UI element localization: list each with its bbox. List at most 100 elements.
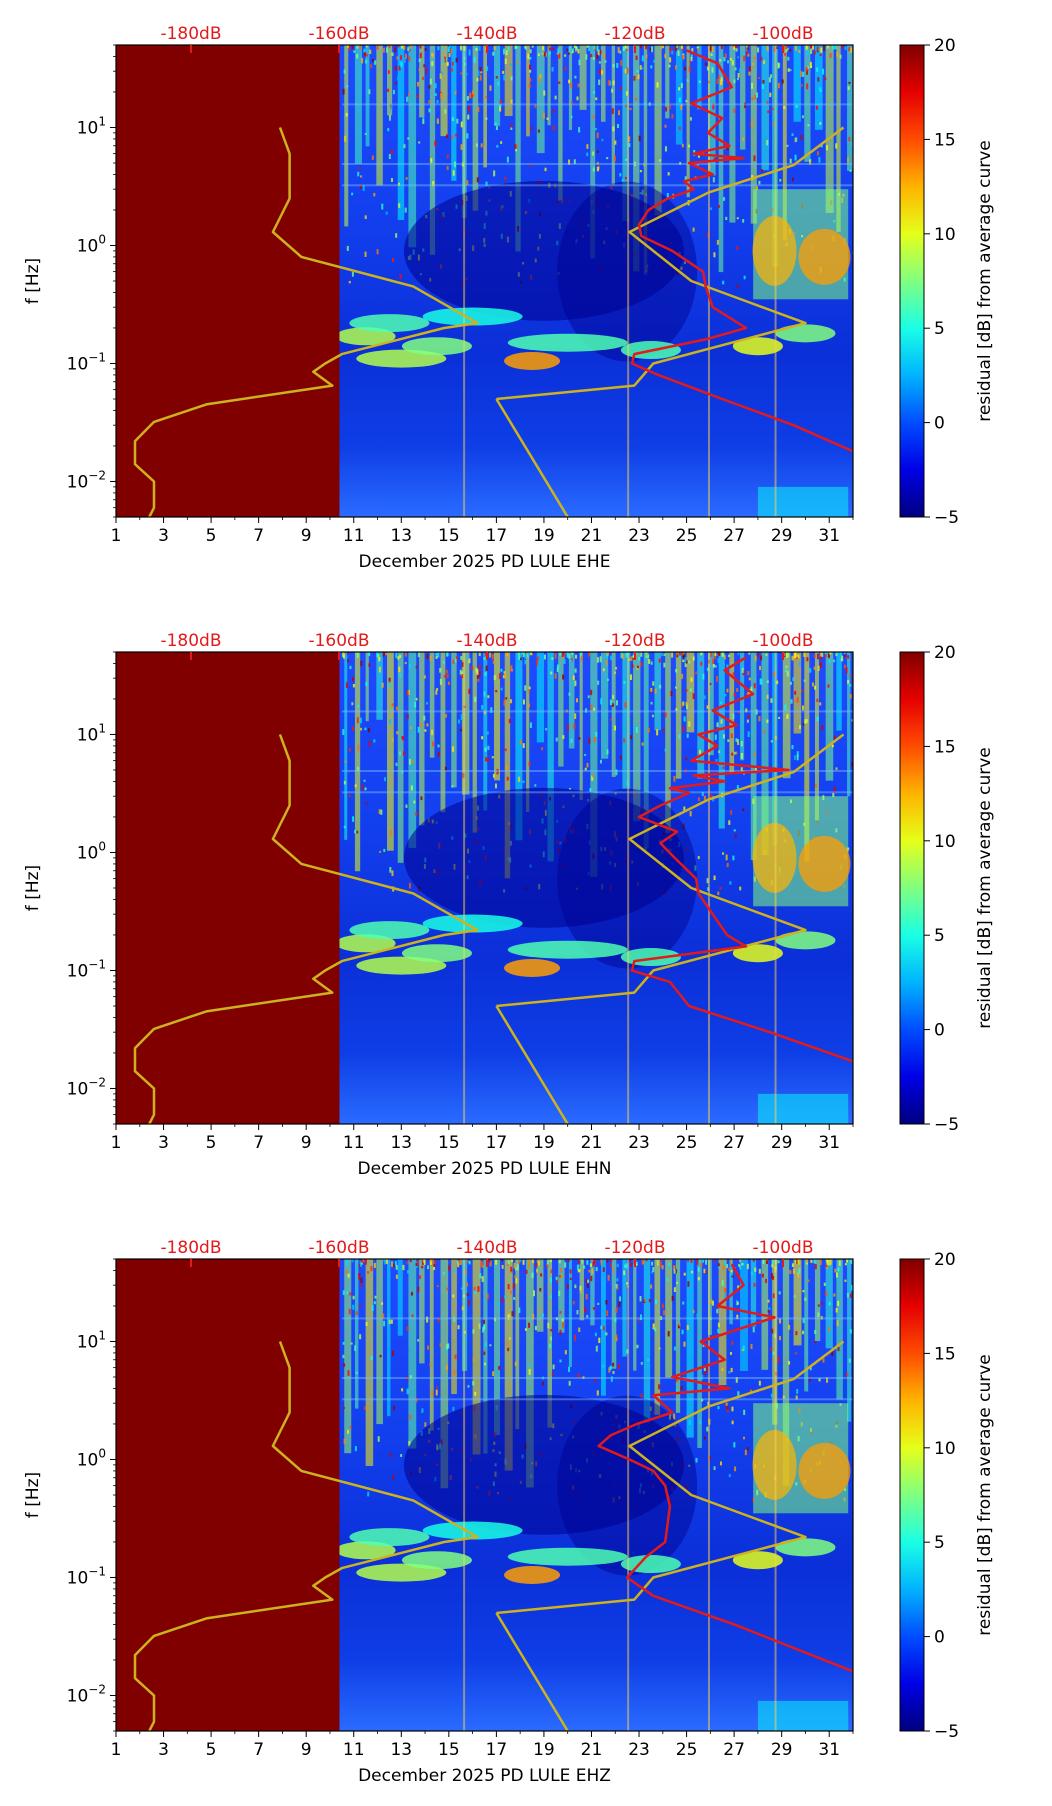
x-tick-label: 7 xyxy=(253,1740,264,1760)
y-tick-label: 10−2 xyxy=(67,1075,106,1099)
x-tick-label: 29 xyxy=(771,1740,793,1760)
colorbar-tick-label: 15 xyxy=(934,130,956,150)
db-scale-label: -180dB xyxy=(160,631,221,651)
db-scale-label: -140dB xyxy=(456,1238,517,1258)
x-tick-label: 15 xyxy=(438,526,460,546)
colorbar-tick-label: 20 xyxy=(934,36,956,56)
x-tick-label: 9 xyxy=(301,1740,312,1760)
colorbar-tick-label: 5 xyxy=(934,1533,945,1553)
y-tick-label: 101 xyxy=(77,114,106,138)
y-tick-label: 10−1 xyxy=(67,1564,106,1588)
x-tick-label: 27 xyxy=(723,526,745,546)
x-tick-label: 7 xyxy=(253,526,264,546)
x-tick-label: 21 xyxy=(581,526,603,546)
colorbar-label: residual [dB] from average curve xyxy=(975,1354,995,1635)
x-tick-label: 23 xyxy=(628,1740,650,1760)
x-tick-label: 9 xyxy=(301,1133,312,1153)
x-tick-label: 9 xyxy=(301,526,312,546)
db-scale-label: -140dB xyxy=(456,24,517,44)
db-scale-label: -120dB xyxy=(604,631,665,651)
x-tick-label: 1 xyxy=(111,1740,122,1760)
colorbar-tick-label: 20 xyxy=(934,643,956,663)
x-tick-label: 21 xyxy=(581,1740,603,1760)
db-scale-label: -120dB xyxy=(604,24,665,44)
x-tick-label: 11 xyxy=(343,526,365,546)
x-tick-label: 15 xyxy=(438,1740,460,1760)
colorbar: 20 15 10 5 0 −5 residual [dB] from average cur… xyxy=(899,36,995,528)
colorbar: 20 15 10 5 0 −5 residual [dB] from average cur… xyxy=(899,643,995,1135)
x-tick-label: 27 xyxy=(723,1133,745,1153)
noise-curve xyxy=(630,49,853,453)
db-scale-label: -180dB xyxy=(160,24,221,44)
spectrogram-panel: 1 3 5 7 9 11 13 15 17 19 21 23 25 27 29 3110−210−110010… xyxy=(23,1238,995,1786)
x-tick-label: 31 xyxy=(818,1133,840,1153)
colorbar-label: residual [dB] from average curve xyxy=(975,747,995,1028)
colorbar-tick-label: 5 xyxy=(934,319,945,339)
colorbar-tick-label: −5 xyxy=(934,1722,959,1742)
noise-curve xyxy=(133,127,479,517)
db-scale-label: -100dB xyxy=(752,1238,813,1258)
colorbar-label: residual [dB] from average curve xyxy=(975,140,995,421)
x-tick-label: 21 xyxy=(581,1133,603,1153)
x-tick-label: 29 xyxy=(771,1133,793,1153)
x-tick-label: 7 xyxy=(253,1133,264,1153)
x-tick-label: 3 xyxy=(158,1133,169,1153)
y-tick-label: 101 xyxy=(77,721,106,745)
x-axis-label: December 2025 PD LULE EHZ xyxy=(358,1766,611,1786)
no-data-region xyxy=(116,1259,340,1731)
spectrogram-panel: 1 3 5 7 9 11 13 15 17 19 21 23 25 27 29 3110−210−110010… xyxy=(23,24,995,572)
colorbar: 20 15 10 5 0 −5 residual [dB] from average cur… xyxy=(899,1250,995,1742)
db-scale-label: -120dB xyxy=(604,1238,665,1258)
x-tick-label: 17 xyxy=(486,526,508,546)
db-scale-label: -140dB xyxy=(456,631,517,651)
x-tick-label: 15 xyxy=(438,1133,460,1153)
colorbar-tick-label: 0 xyxy=(934,1628,945,1648)
db-scale-label: -160dB xyxy=(308,24,369,44)
x-tick-label: 13 xyxy=(390,1740,412,1760)
x-tick-label: 11 xyxy=(343,1133,365,1153)
y-axis-label: f [Hz] xyxy=(23,258,43,304)
x-tick-label: 3 xyxy=(158,1740,169,1760)
x-tick-label: 25 xyxy=(676,526,698,546)
y-tick-label: 10−2 xyxy=(67,1682,106,1706)
db-scale-label: -100dB xyxy=(752,631,813,651)
x-tick-label: 13 xyxy=(390,526,412,546)
noise-curve xyxy=(495,1612,569,1731)
x-tick-label: 19 xyxy=(533,526,555,546)
x-tick-label: 27 xyxy=(723,1740,745,1760)
heatmap xyxy=(116,45,853,517)
db-scale-label: -100dB xyxy=(752,24,813,44)
x-axis-label: December 2025 PD LULE EHN xyxy=(358,1159,612,1179)
spectrogram-panel: 1 3 5 7 9 11 13 15 17 19 21 23 25 27 29 3110−210−110010… xyxy=(23,631,995,1179)
heatmap xyxy=(116,1259,853,1731)
colorbar-tick-label: 5 xyxy=(934,926,945,946)
colorbar-tick-label: −5 xyxy=(934,508,959,528)
y-tick-label: 100 xyxy=(77,232,106,256)
db-scale-label: -160dB xyxy=(308,1238,369,1258)
noise-curve xyxy=(496,126,845,401)
colorbar-tick-label: 20 xyxy=(934,1250,956,1270)
x-tick-label: 13 xyxy=(390,1133,412,1153)
x-tick-label: 3 xyxy=(158,526,169,546)
noise-curve xyxy=(133,734,479,1124)
x-tick-label: 1 xyxy=(111,1133,122,1153)
colorbar-tick-label: −5 xyxy=(934,1115,959,1135)
x-tick-label: 25 xyxy=(676,1133,698,1153)
y-tick-label: 100 xyxy=(77,839,106,863)
x-tick-label: 5 xyxy=(206,1133,217,1153)
noise-curve xyxy=(495,1005,569,1124)
db-scale-label: -180dB xyxy=(160,1238,221,1258)
x-tick-label: 11 xyxy=(343,1740,365,1760)
noise-curve xyxy=(496,1340,845,1615)
x-tick-label: 25 xyxy=(676,1740,698,1760)
x-tick-label: 23 xyxy=(628,1133,650,1153)
x-tick-label: 1 xyxy=(111,526,122,546)
colorbar-tick-label: 0 xyxy=(934,1021,945,1041)
colorbar-tick-label: 15 xyxy=(934,737,956,757)
no-data-region xyxy=(116,652,340,1124)
colorbar-tick-label: 15 xyxy=(934,1344,956,1364)
noise-curve xyxy=(495,398,569,517)
noise-curve xyxy=(630,656,853,1063)
x-tick-label: 5 xyxy=(206,1740,217,1760)
